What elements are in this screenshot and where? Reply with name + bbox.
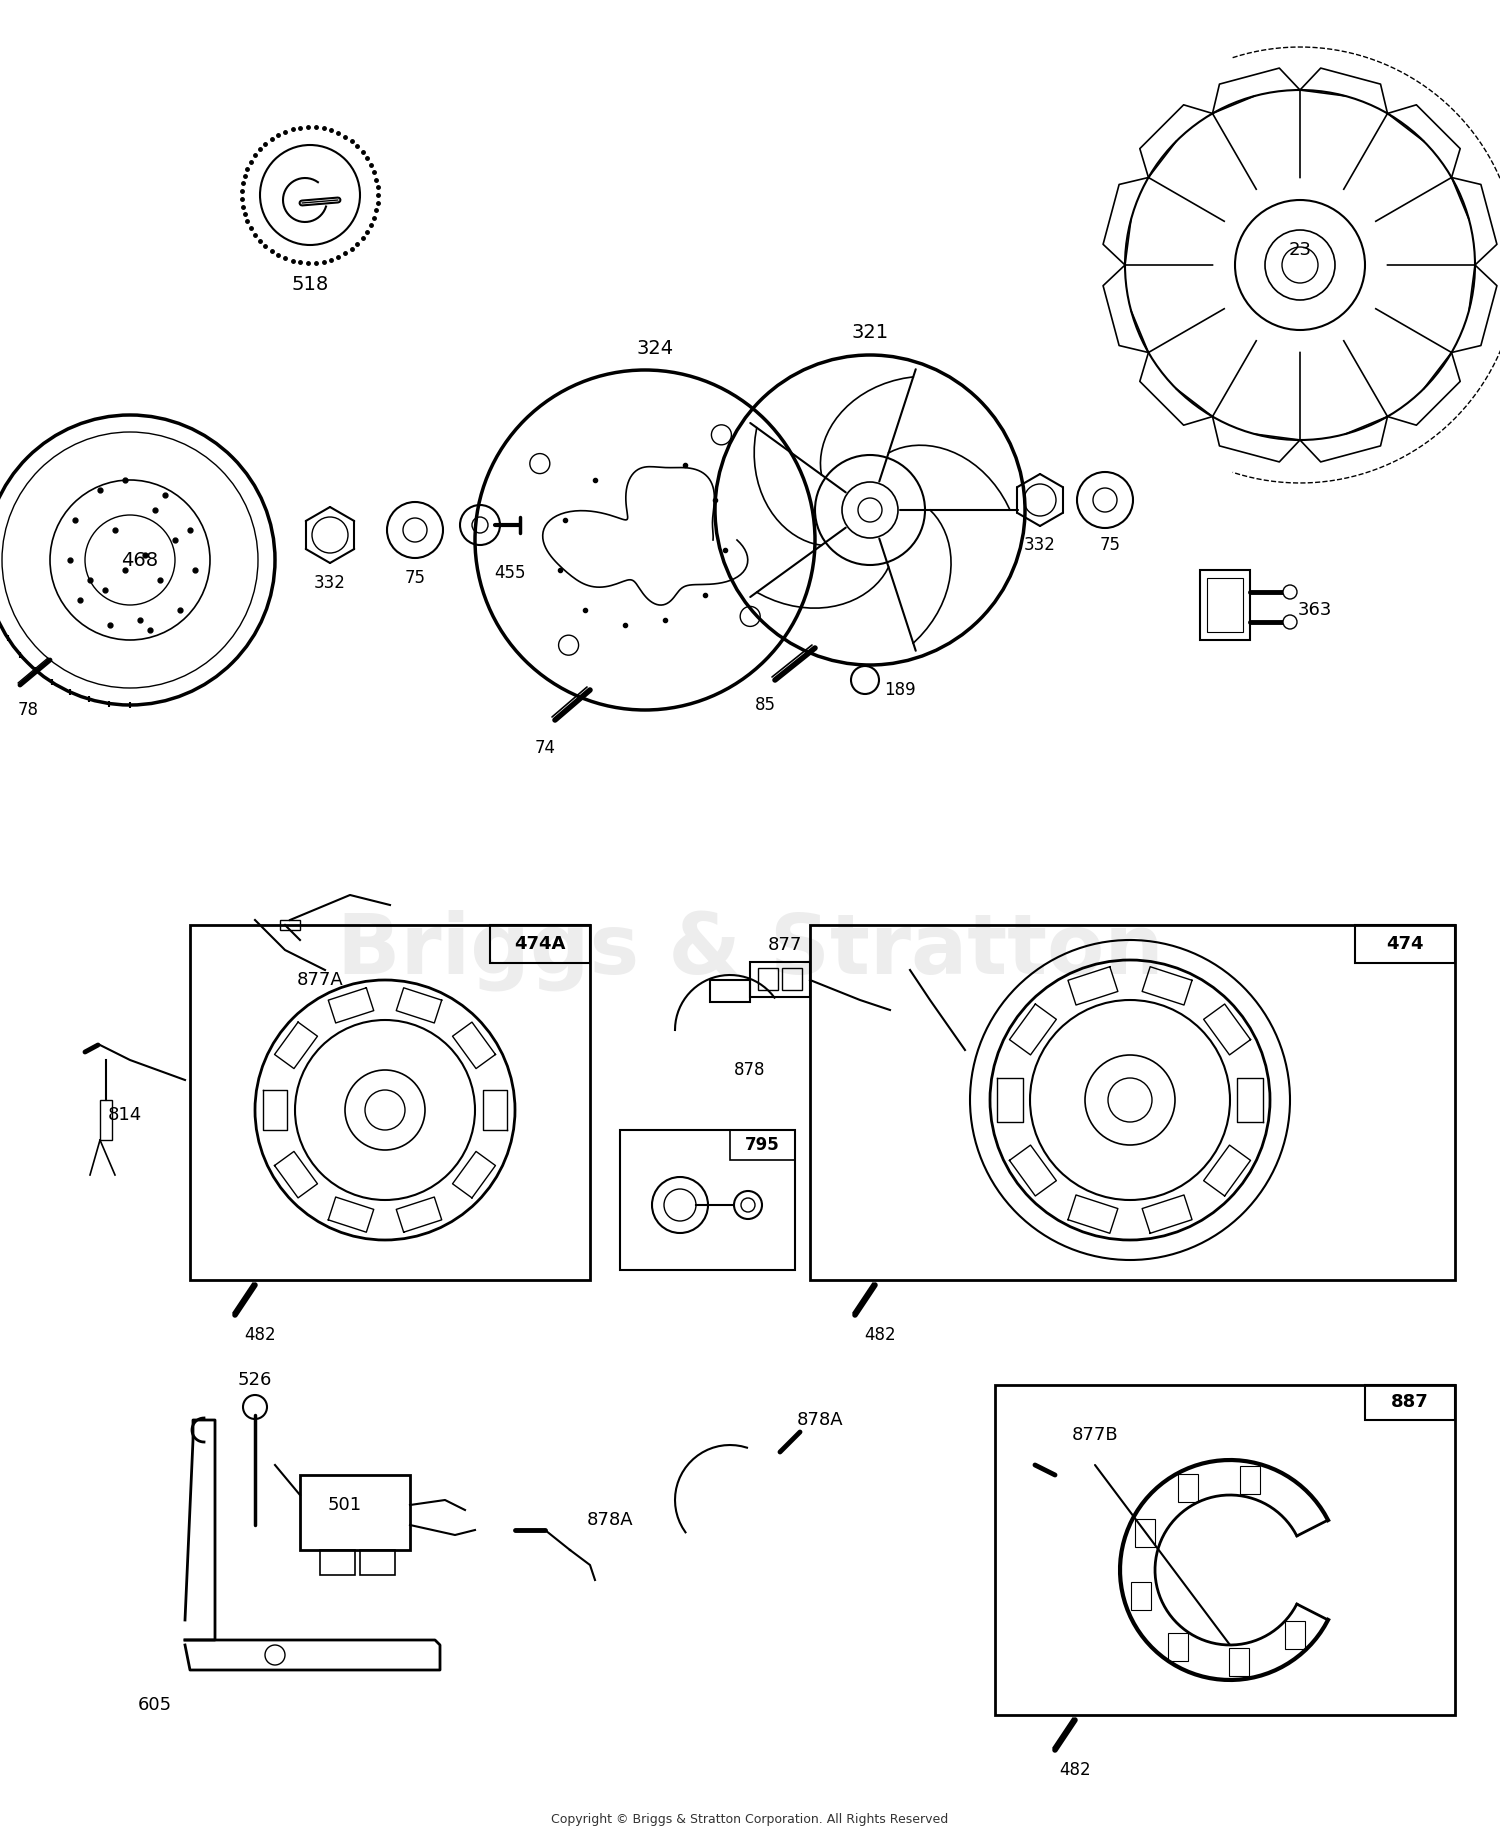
Text: 526: 526 xyxy=(238,1371,272,1390)
Bar xyxy=(1286,1621,1305,1650)
Text: 878A: 878A xyxy=(586,1512,633,1528)
Bar xyxy=(490,926,590,963)
Text: Briggs & Stratton: Briggs & Stratton xyxy=(336,909,1164,991)
Circle shape xyxy=(1282,586,1298,599)
Bar xyxy=(1168,1632,1188,1661)
Bar xyxy=(994,1384,1455,1715)
Text: 332: 332 xyxy=(314,575,346,591)
Text: 501: 501 xyxy=(328,1497,362,1514)
Text: 877A: 877A xyxy=(297,970,344,989)
Circle shape xyxy=(1282,615,1298,628)
Text: 321: 321 xyxy=(852,323,888,342)
Bar xyxy=(782,968,802,991)
Text: 482: 482 xyxy=(864,1327,895,1343)
Bar xyxy=(1200,569,1249,639)
Text: 482: 482 xyxy=(1059,1761,1090,1780)
Bar xyxy=(1240,1465,1260,1493)
Bar xyxy=(758,968,778,991)
Text: 878: 878 xyxy=(735,1061,765,1079)
Bar xyxy=(190,926,590,1281)
Text: 877: 877 xyxy=(768,935,802,954)
Bar xyxy=(100,1100,112,1140)
Text: 85: 85 xyxy=(754,697,776,713)
Text: 877B: 877B xyxy=(1071,1427,1119,1443)
Text: 363: 363 xyxy=(1298,601,1332,619)
Text: Copyright © Briggs & Stratton Corporation. All Rights Reserved: Copyright © Briggs & Stratton Corporatio… xyxy=(552,1813,948,1826)
Text: 795: 795 xyxy=(744,1137,780,1153)
Text: 78: 78 xyxy=(18,700,39,719)
Circle shape xyxy=(734,1190,762,1220)
Polygon shape xyxy=(184,1419,214,1639)
Text: 324: 324 xyxy=(636,338,674,357)
Text: 474A: 474A xyxy=(514,935,566,954)
Text: 75: 75 xyxy=(1100,536,1120,554)
Bar xyxy=(1136,1519,1155,1547)
Bar xyxy=(300,1475,410,1550)
Bar xyxy=(280,920,300,930)
Bar xyxy=(1131,1582,1150,1610)
Text: 605: 605 xyxy=(138,1696,172,1713)
Bar xyxy=(1365,1384,1455,1419)
Text: 455: 455 xyxy=(495,564,525,582)
Text: 482: 482 xyxy=(244,1327,276,1343)
Bar xyxy=(810,926,1455,1281)
Bar xyxy=(710,979,750,1002)
Bar xyxy=(1228,1648,1248,1676)
Text: 468: 468 xyxy=(122,551,159,569)
Text: 518: 518 xyxy=(291,275,328,294)
Bar xyxy=(1178,1473,1198,1502)
Bar xyxy=(730,1129,795,1161)
Text: 332: 332 xyxy=(1024,536,1056,554)
Bar xyxy=(1354,926,1455,963)
Text: 23: 23 xyxy=(1288,240,1311,259)
Bar xyxy=(320,1550,356,1574)
Text: 189: 189 xyxy=(884,682,916,699)
Bar xyxy=(750,963,810,998)
Bar xyxy=(360,1550,394,1574)
Text: 878A: 878A xyxy=(796,1412,843,1429)
Text: 887: 887 xyxy=(1390,1393,1429,1412)
Text: 75: 75 xyxy=(405,569,426,588)
Text: 474: 474 xyxy=(1386,935,1423,954)
Polygon shape xyxy=(184,1639,440,1671)
Text: 814: 814 xyxy=(108,1105,142,1124)
Bar xyxy=(620,1129,795,1270)
Bar xyxy=(1208,578,1243,632)
Text: 74: 74 xyxy=(534,739,555,758)
